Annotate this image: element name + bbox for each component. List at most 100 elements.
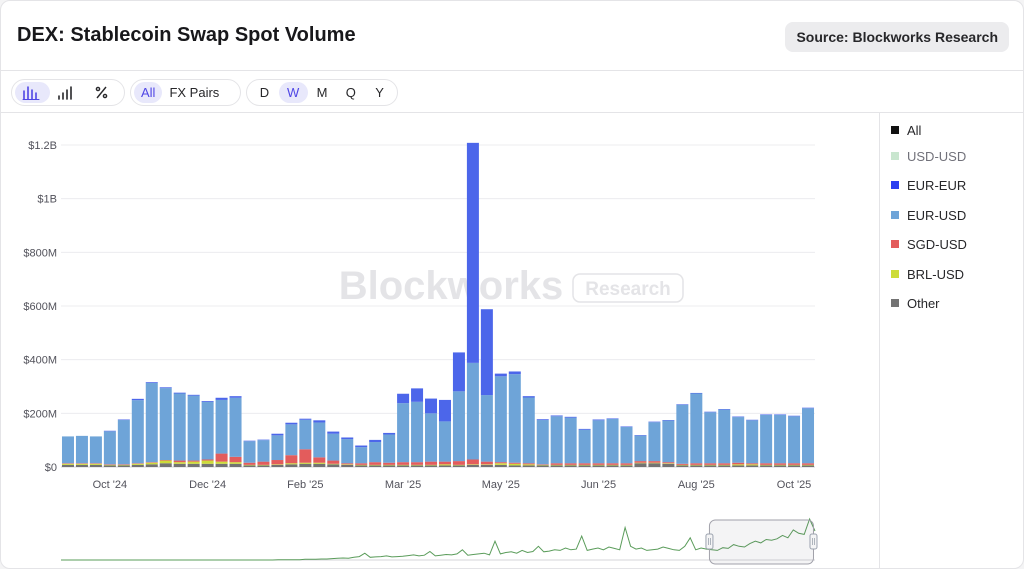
bar-segment-brl-usd [117, 464, 130, 466]
bar-segment-other [606, 465, 619, 467]
filter-fx-pairs[interactable]: FX Pairs [169, 85, 220, 100]
bar-segment-eur-usd [494, 376, 507, 463]
bar-segment-other [341, 464, 354, 467]
bar-segment-eur-eur [243, 440, 256, 442]
bar-segment-eur-eur [522, 396, 535, 398]
bar-segment-eur-usd [187, 395, 200, 461]
bar-segment-sgd-usd [173, 460, 186, 463]
bar-segment-brl-usd [536, 464, 549, 466]
bar-segment-eur-usd [313, 422, 326, 458]
bar-segment-eur-usd [802, 408, 815, 464]
bar-segment-eur-usd [117, 420, 130, 465]
legend-item-all[interactable]: All [891, 121, 921, 139]
filter-all[interactable]: All [134, 82, 163, 103]
bar-segment-sgd-usd [215, 453, 228, 462]
bar-segment-brl-usd [299, 462, 312, 464]
period-w[interactable]: W [278, 82, 308, 103]
bar-segment-brl-usd [648, 462, 661, 464]
bar-segment-other [732, 465, 745, 467]
bar-segment-sgd-usd [159, 460, 172, 461]
legend-label: All [907, 122, 922, 138]
bar-segment-eur-usd [61, 436, 74, 464]
bar-segment-eur-eur [508, 371, 521, 375]
bar-chart-button[interactable] [15, 82, 51, 103]
toolbar: All FX Pairs D W M Q Y [1, 71, 1023, 113]
navigator-handle-left[interactable] [705, 533, 714, 550]
bar-segment-other [522, 465, 535, 467]
x-tick-label: Feb '25 [287, 479, 323, 491]
legend-label: EUR-USD [907, 207, 967, 223]
bar-segment-sgd-usd [760, 463, 773, 465]
bar-segment-eur-usd [159, 388, 172, 461]
bar-segment-sgd-usd [229, 456, 242, 463]
main-chart[interactable]: $0 $200M $400M $600M $800M $1B $1.2B Blockworks… [1, 113, 877, 501]
legend-label: BRL-USD [907, 266, 965, 282]
bar-segment-eur-usd [648, 422, 661, 462]
bar-segment-sgd-usd [536, 464, 549, 465]
bar-segment-eur-eur [313, 420, 326, 423]
bar-segment-eur-usd [257, 440, 270, 462]
bar-segment-other [425, 465, 438, 467]
source-badge[interactable]: Source: Blockworks Research [785, 22, 1009, 52]
legend-item-brl-usd[interactable]: BRL-USD [891, 265, 964, 283]
bar-segment-sgd-usd [271, 460, 284, 465]
bar-segment-eur-eur [774, 414, 787, 415]
period-m[interactable]: M [316, 85, 328, 100]
bar-segment-eur-eur [341, 437, 354, 440]
bar-segment-other [411, 465, 424, 467]
bar-segment-other [480, 464, 493, 467]
bar-segment-other [257, 465, 270, 467]
bar-segment-brl-usd [466, 464, 479, 465]
bar-segment-eur-eur [536, 419, 549, 421]
bar-segment-sgd-usd [145, 462, 158, 463]
x-tick-label: Dec '24 [189, 479, 226, 491]
bar-segment-sgd-usd [117, 464, 130, 465]
bar-segment-eur-usd [466, 362, 479, 460]
bar-segment-other [536, 465, 549, 467]
bar-segment-eur-eur [648, 421, 661, 423]
bar-segment-brl-usd [369, 464, 382, 466]
legend-item-sgd-usd[interactable]: SGD-USD [891, 235, 967, 253]
range-navigator[interactable] [1, 501, 877, 569]
bar-segment-sgd-usd [355, 463, 368, 465]
bar-segment-other [355, 465, 368, 467]
bar-segment-other [173, 463, 186, 467]
legend-label: USD-USD [907, 148, 967, 164]
bar-segment-other [578, 465, 591, 467]
bar-segment-sgd-usd [788, 463, 801, 465]
percent-button[interactable] [86, 82, 121, 103]
navigator-handle-right[interactable] [809, 533, 818, 550]
period-q[interactable]: Q [345, 85, 356, 100]
bar-segment-brl-usd [438, 464, 451, 466]
legend-item-eur-usd[interactable]: EUR-USD [891, 206, 966, 224]
bar-segment-sgd-usd [480, 461, 493, 465]
bar-segment-eur-usd [578, 429, 591, 464]
bar-segment-sgd-usd [383, 462, 396, 465]
legend-item-other[interactable]: Other [891, 294, 940, 312]
bar-segment-eur-usd [229, 397, 242, 457]
legend-item-eur-eur[interactable]: EUR-EUR [891, 176, 966, 194]
period-d[interactable]: D [259, 85, 270, 100]
x-tick-label: Jun '25 [581, 479, 616, 491]
bar-segment-eur-usd [299, 419, 312, 450]
bar-segment-eur-eur [438, 399, 451, 422]
bar-segment-eur-eur [117, 419, 130, 421]
bar-segment-brl-usd [201, 460, 214, 464]
bar-segment-brl-usd [774, 464, 787, 466]
legend-swatch [891, 126, 899, 134]
legend-item-usd-usd[interactable]: USD-USD [891, 147, 966, 165]
bar-segment-brl-usd [425, 464, 438, 466]
navigator-line [61, 517, 816, 561]
bar-segment-brl-usd [271, 464, 284, 465]
bar-segment-eur-usd [173, 393, 186, 461]
bar-segment-sgd-usd [634, 461, 647, 463]
period-y[interactable]: Y [375, 85, 384, 100]
bar-segment-other [103, 465, 116, 467]
bar-segment-sgd-usd [243, 462, 256, 465]
bar-segment-brl-usd [313, 462, 326, 464]
bar-segment-eur-usd [145, 383, 158, 463]
bar-segment-sgd-usd [187, 460, 200, 462]
period-group: D W M Q Y [246, 79, 398, 106]
bar-segment-sgd-usd [732, 462, 745, 465]
stepped-bars-button[interactable] [50, 82, 85, 103]
